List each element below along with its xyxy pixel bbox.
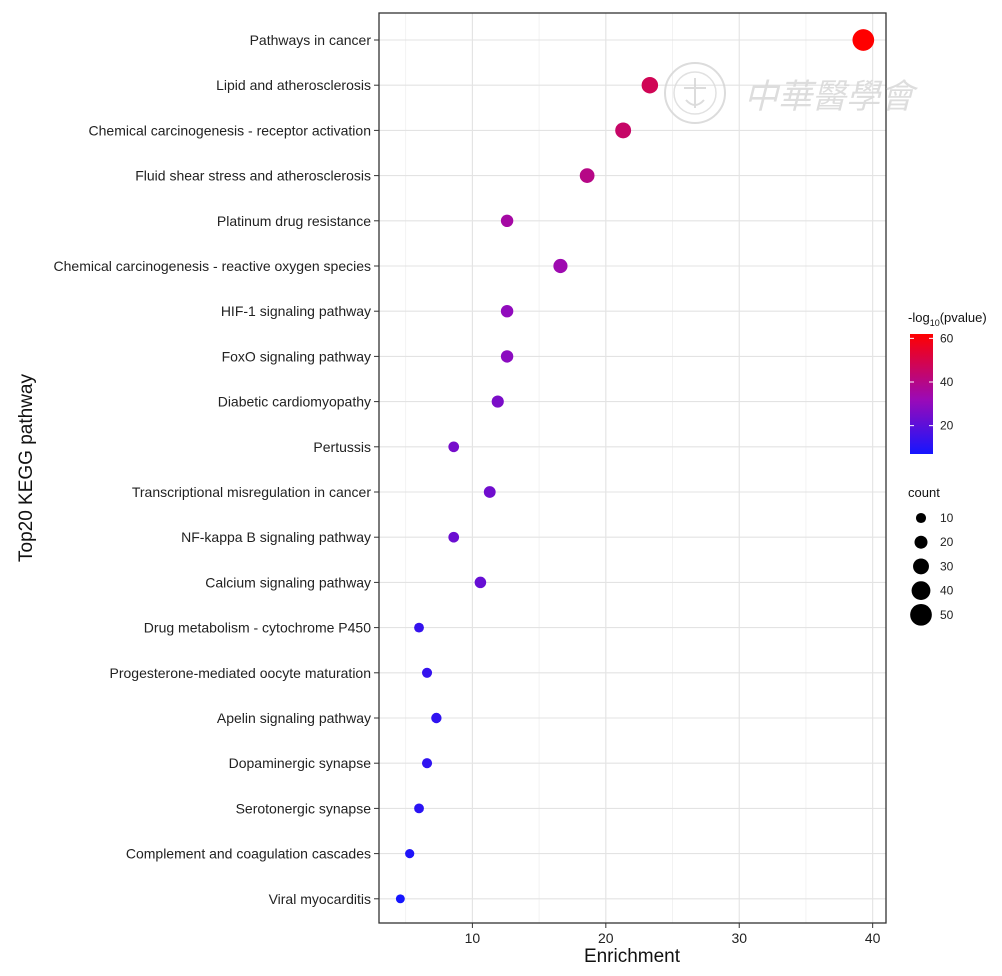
y-category-label: FoxO signaling pathway xyxy=(222,348,371,364)
data-point xyxy=(431,712,442,724)
size-legend-label: 10 xyxy=(940,511,954,525)
y-category-label: Apelin signaling pathway xyxy=(217,710,371,726)
colorbar-tick-label: 40 xyxy=(940,375,954,389)
y-axis-title: Top20 KEGG pathway xyxy=(16,374,37,562)
colorbar xyxy=(910,334,933,454)
colorbar-ticks: 20 40 60 xyxy=(910,331,954,433)
color-legend-title: -log10(pvalue) xyxy=(908,310,987,328)
data-point xyxy=(405,848,415,859)
size-legend-dot xyxy=(910,603,932,626)
x-tick-label: 30 xyxy=(731,930,747,946)
y-category-label: Transcriptional misregulation in cancer xyxy=(132,484,371,500)
data-point xyxy=(395,894,405,904)
size-legend-items: 10 20 30 40 50 xyxy=(910,511,954,626)
y-category-label: HIF-1 signaling pathway xyxy=(221,303,371,319)
data-point xyxy=(483,486,496,498)
y-category-label: Viral myocarditis xyxy=(269,891,371,907)
x-tick-label: 20 xyxy=(598,930,614,946)
data-point xyxy=(474,576,487,589)
colorbar-tick-label: 60 xyxy=(940,331,954,345)
data-point xyxy=(491,395,504,408)
data-point xyxy=(500,304,514,318)
y-category-label: Progesterone-mediated oocyte maturation xyxy=(110,665,371,681)
size-legend-dot xyxy=(913,558,929,575)
y-category-label: Platinum drug resistance xyxy=(217,213,371,229)
data-point xyxy=(553,258,568,274)
y-category-label: NF-kappa B signaling pathway xyxy=(181,529,371,545)
size-legend-dot xyxy=(915,512,927,524)
data-point xyxy=(852,29,875,51)
data-point xyxy=(615,122,632,139)
colorbar-tick-label: 20 xyxy=(940,419,954,433)
watermark-seal-inner xyxy=(673,71,717,115)
data-point xyxy=(500,350,514,363)
y-category-label: Dopaminergic synapse xyxy=(229,755,372,771)
y-category-label: Fluid shear stress and atherosclerosis xyxy=(135,168,371,184)
x-axis-title: Enrichment xyxy=(584,946,681,967)
watermark: 中華醫學會 xyxy=(664,62,919,124)
data-point xyxy=(421,758,433,769)
data-point xyxy=(414,622,424,633)
data-point xyxy=(448,531,460,543)
size-legend-label: 50 xyxy=(940,608,954,622)
x-tick-label: 10 xyxy=(465,930,481,946)
color-legend: -log10(pvalue) 20 40 60 xyxy=(908,310,987,454)
y-category-label: Complement and coagulation cascades xyxy=(126,846,371,862)
data-points xyxy=(395,29,875,904)
size-legend-title: count xyxy=(908,485,940,500)
size-legend-label: 40 xyxy=(940,584,954,598)
y-category-label: Diabetic cardiomyopathy xyxy=(218,394,371,410)
y-category-label: Calcium signaling pathway xyxy=(205,574,371,590)
size-legend: count 10 20 30 40 50 xyxy=(908,485,954,626)
watermark-seal-emblem xyxy=(684,78,706,108)
data-point xyxy=(414,803,424,814)
size-legend-label: 30 xyxy=(940,559,954,573)
y-axis-category-labels: Pathways in cancer Lipid and atherosclero… xyxy=(54,32,379,907)
y-category-label: Chemical carcinogenesis - receptor activ… xyxy=(89,122,371,138)
x-tick-label: 40 xyxy=(865,930,881,946)
grid-lines xyxy=(379,13,886,923)
y-category-label: Pertussis xyxy=(313,439,371,455)
plot-panel-border xyxy=(378,12,887,924)
data-point xyxy=(500,214,514,228)
size-legend-dot xyxy=(911,581,931,600)
data-point xyxy=(448,441,460,453)
data-point xyxy=(579,168,595,183)
x-axis-ticks: 10 20 30 40 xyxy=(465,923,881,946)
size-legend-dot xyxy=(914,535,928,549)
y-category-label: Lipid and atherosclerosis xyxy=(216,77,371,93)
watermark-seal-outer xyxy=(664,62,726,124)
y-category-label: Pathways in cancer xyxy=(250,32,372,48)
plot-panel xyxy=(379,13,886,923)
data-point xyxy=(421,667,433,678)
watermark-text: 中華醫學會 xyxy=(744,77,919,117)
data-point xyxy=(641,76,659,94)
y-category-label: Serotonergic synapse xyxy=(236,800,372,816)
size-legend-label: 20 xyxy=(940,535,954,549)
y-category-label: Chemical carcinogenesis - reactive oxyge… xyxy=(54,258,371,274)
y-category-label: Drug metabolism - cytochrome P450 xyxy=(144,620,371,636)
